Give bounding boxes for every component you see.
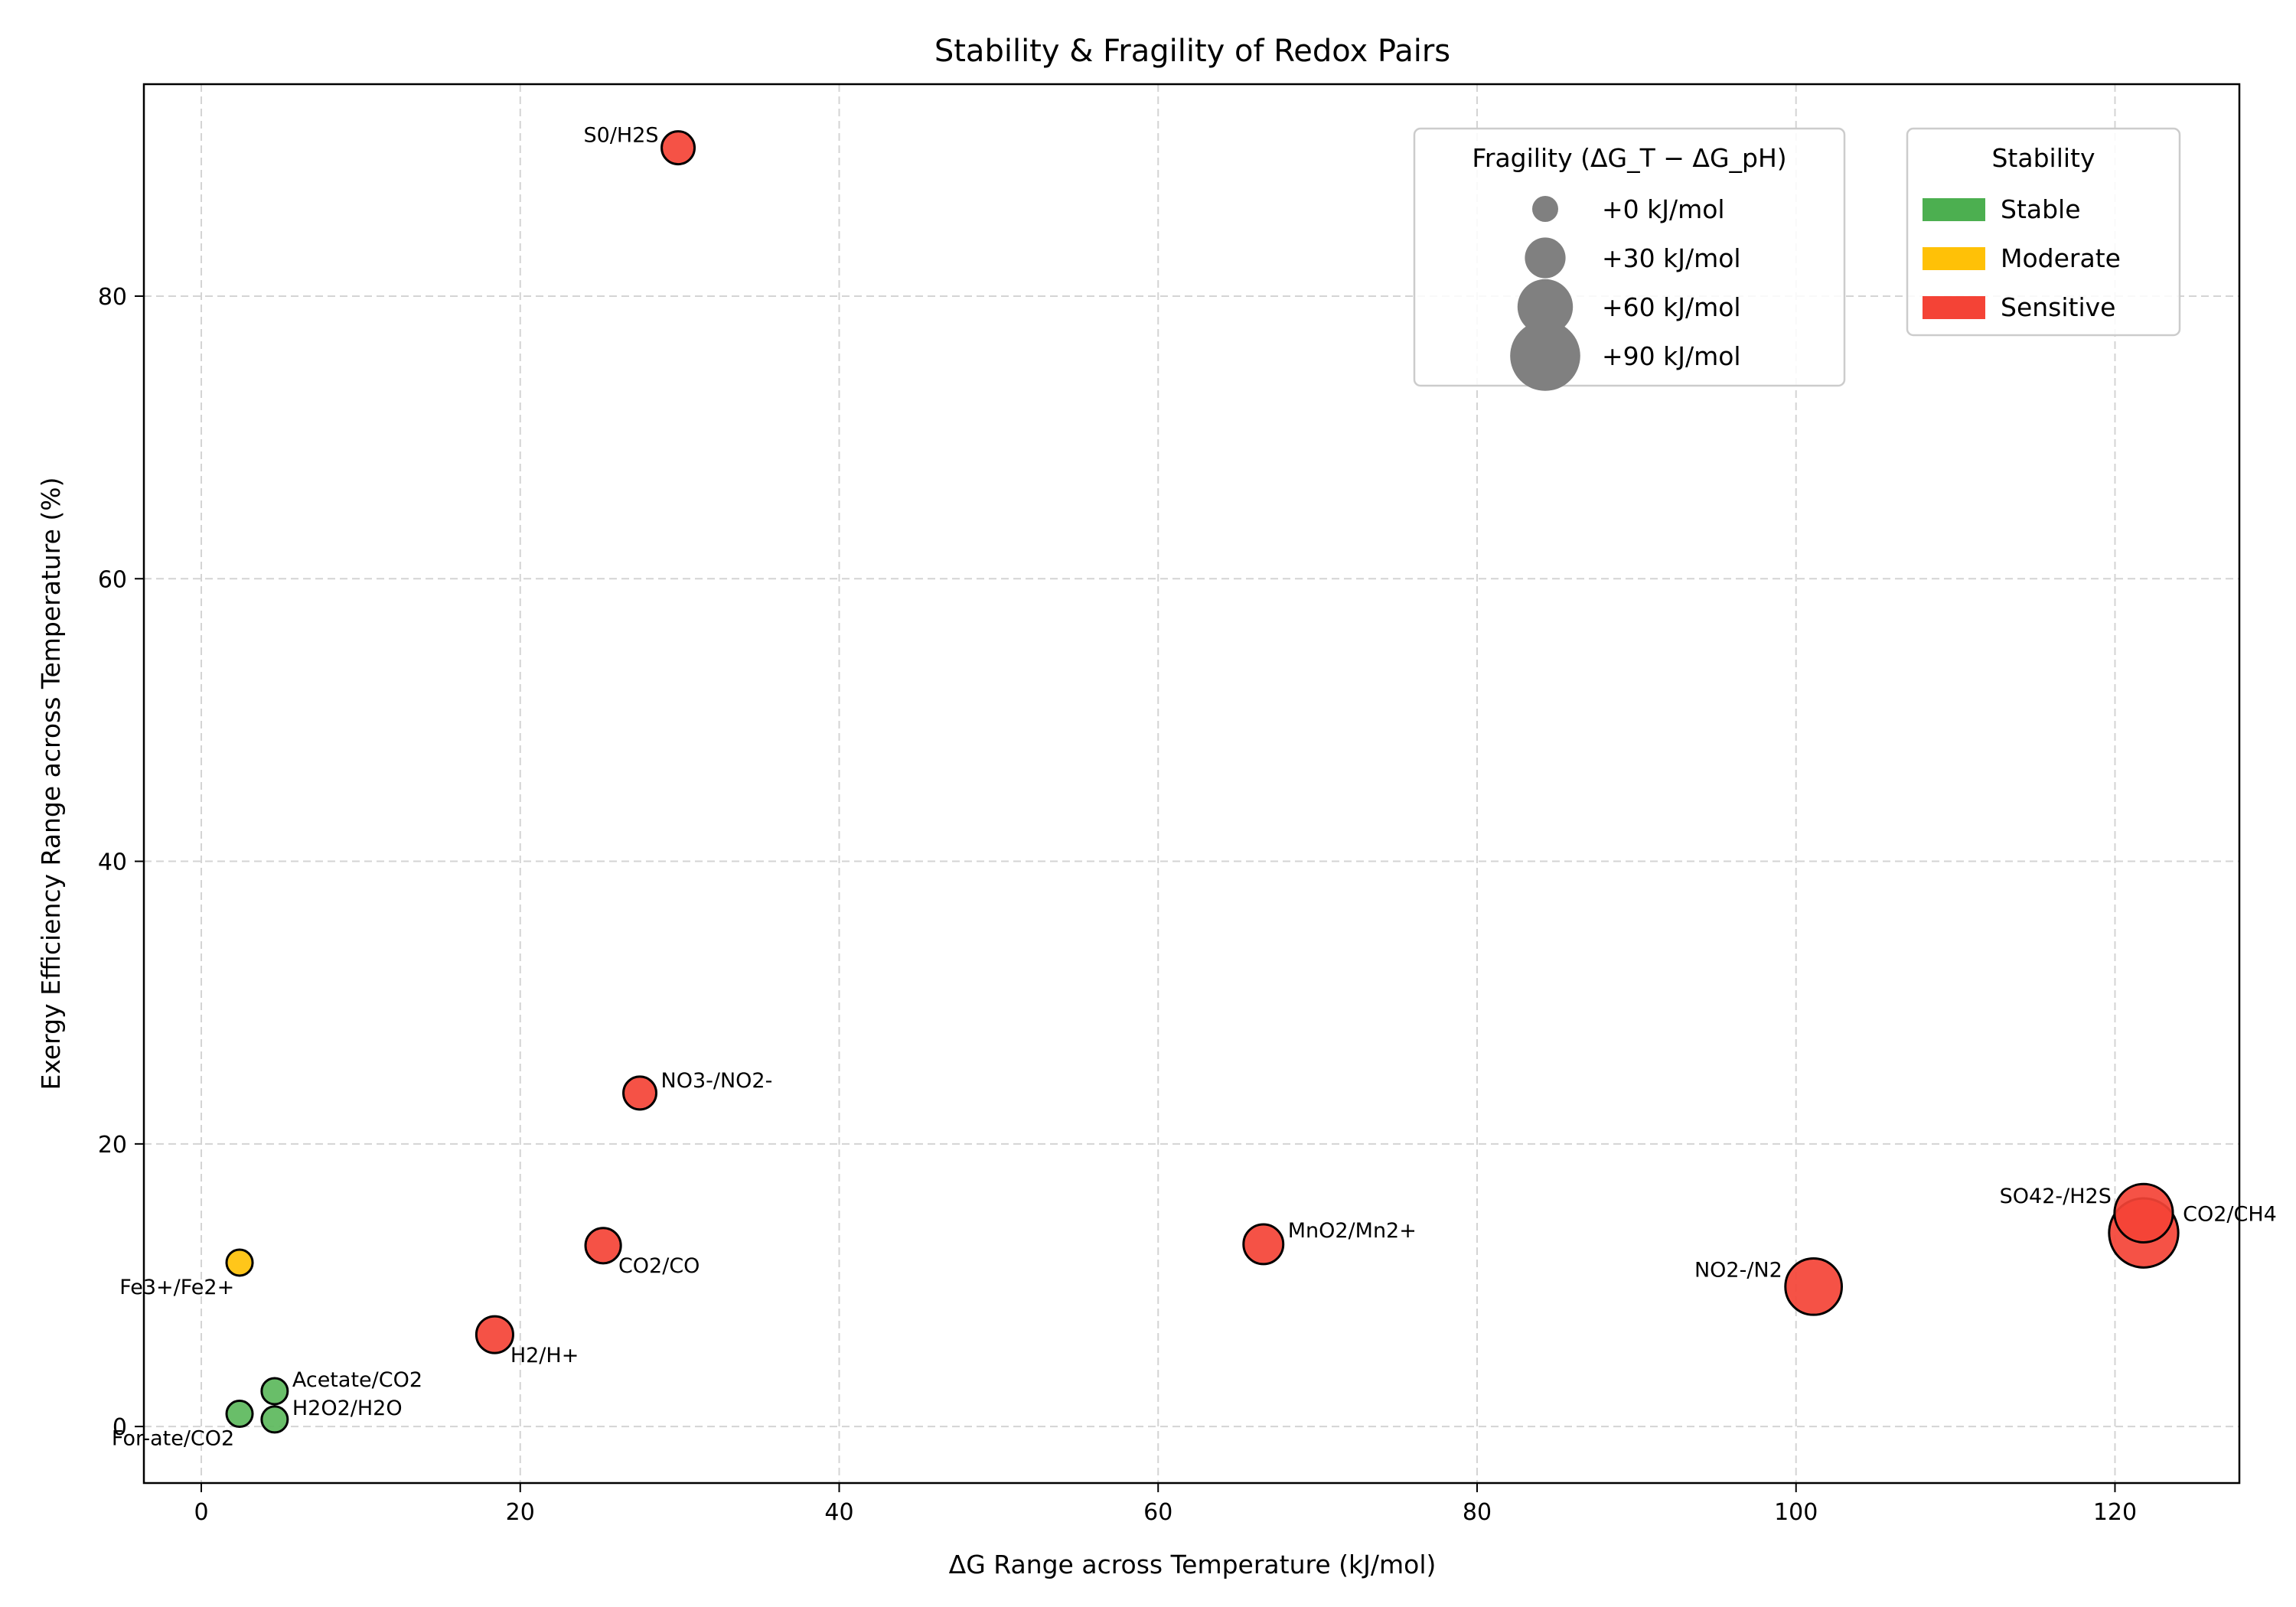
color-legend-label: Stable: [2001, 194, 2081, 224]
y-tick-label: 60: [98, 566, 127, 593]
axis-ticks: 0 20 40 60 80 100 120 0 20 40 60 80: [98, 284, 2137, 1526]
size-legend-label: +0 kJ/mol: [1602, 194, 1725, 224]
y-tick-label: 0: [113, 1414, 127, 1441]
size-legend-marker: [1532, 196, 1558, 222]
data-point: [584, 1227, 622, 1265]
point-label: H2/H+: [510, 1344, 579, 1367]
y-axis-label: Exergy Efficiency Range across Temperatu…: [36, 477, 66, 1090]
point-label: S0/H2S: [584, 124, 659, 148]
x-tick-label: 20: [506, 1499, 535, 1526]
color-legend-swatch: [1923, 296, 1985, 319]
x-tick-label: 100: [1774, 1499, 1818, 1526]
size-legend-label: +30 kJ/mol: [1602, 243, 1741, 273]
x-tick-label: 120: [2093, 1499, 2137, 1526]
point-label: CO2/CH4: [2183, 1202, 2277, 1226]
point-label: CO2/CO: [618, 1254, 700, 1278]
data-point: [260, 1405, 289, 1434]
size-legend-marker: [1525, 237, 1566, 279]
point-label: MnO2/Mn2+: [1288, 1219, 1417, 1243]
x-tick-label: 40: [824, 1499, 853, 1526]
size-legend-label: +60 kJ/mol: [1602, 292, 1741, 322]
data-point: [260, 1377, 289, 1406]
data-point: [660, 130, 696, 166]
point-label: SO42-/H2S: [2000, 1185, 2112, 1208]
x-axis-label: ΔG Range across Temperature (kJ/mol): [949, 1550, 1437, 1579]
color-legend-label: Moderate: [2001, 243, 2121, 273]
grid: [144, 84, 2239, 1483]
data-point: [475, 1315, 514, 1354]
data-point: [225, 1400, 254, 1429]
chart-title: Stability & Fragility of Redox Pairs: [934, 34, 1450, 69]
y-tick-label: 20: [98, 1132, 127, 1159]
data-point: [225, 1248, 254, 1277]
point-labels: S0/H2S NO3-/NO2- CO2/CO H2/H+ MnO2/Mn2+ NO2-/…: [112, 124, 2277, 1451]
data-point: [2113, 1182, 2174, 1244]
color-legend-title: Stability: [1991, 143, 2095, 173]
size-legend-marker: [1517, 279, 1574, 335]
y-tick-label: 80: [98, 284, 127, 311]
plot-area: [142, 83, 2241, 1485]
size-legend-title: Fragility (ΔG_T − ΔG_pH): [1472, 143, 1786, 173]
size-legend-marker: [1510, 321, 1580, 391]
point-label: For-ate/CO2: [112, 1427, 234, 1451]
color-legend-label: Sensitive: [2001, 292, 2115, 322]
color-legend: Stability Stable Moderate Sensitive: [1906, 127, 2181, 337]
color-legend-swatch: [1923, 198, 1985, 221]
size-legend: Fragility (ΔG_T − ΔG_pH) +0 kJ/mol +30 kJ…: [1413, 127, 1846, 391]
x-tick-label: 60: [1143, 1499, 1172, 1526]
point-label: Fe3+/Fe2+: [119, 1276, 234, 1299]
data-point: [622, 1075, 658, 1111]
point-label: H2O2/H2O: [292, 1397, 403, 1420]
point-label: NO2-/N2: [1694, 1258, 1782, 1282]
x-tick-label: 0: [194, 1499, 208, 1526]
data-point: [1242, 1223, 1285, 1266]
point-label: Acetate/CO2: [292, 1368, 422, 1392]
data-points: [225, 130, 2180, 1434]
point-label: NO3-/NO2-: [661, 1069, 773, 1093]
data-point: [1784, 1257, 1843, 1316]
color-legend-swatch: [1923, 247, 1985, 270]
size-legend-label: +90 kJ/mol: [1602, 341, 1741, 371]
y-tick-label: 40: [98, 849, 127, 876]
x-tick-label: 80: [1463, 1499, 1492, 1526]
